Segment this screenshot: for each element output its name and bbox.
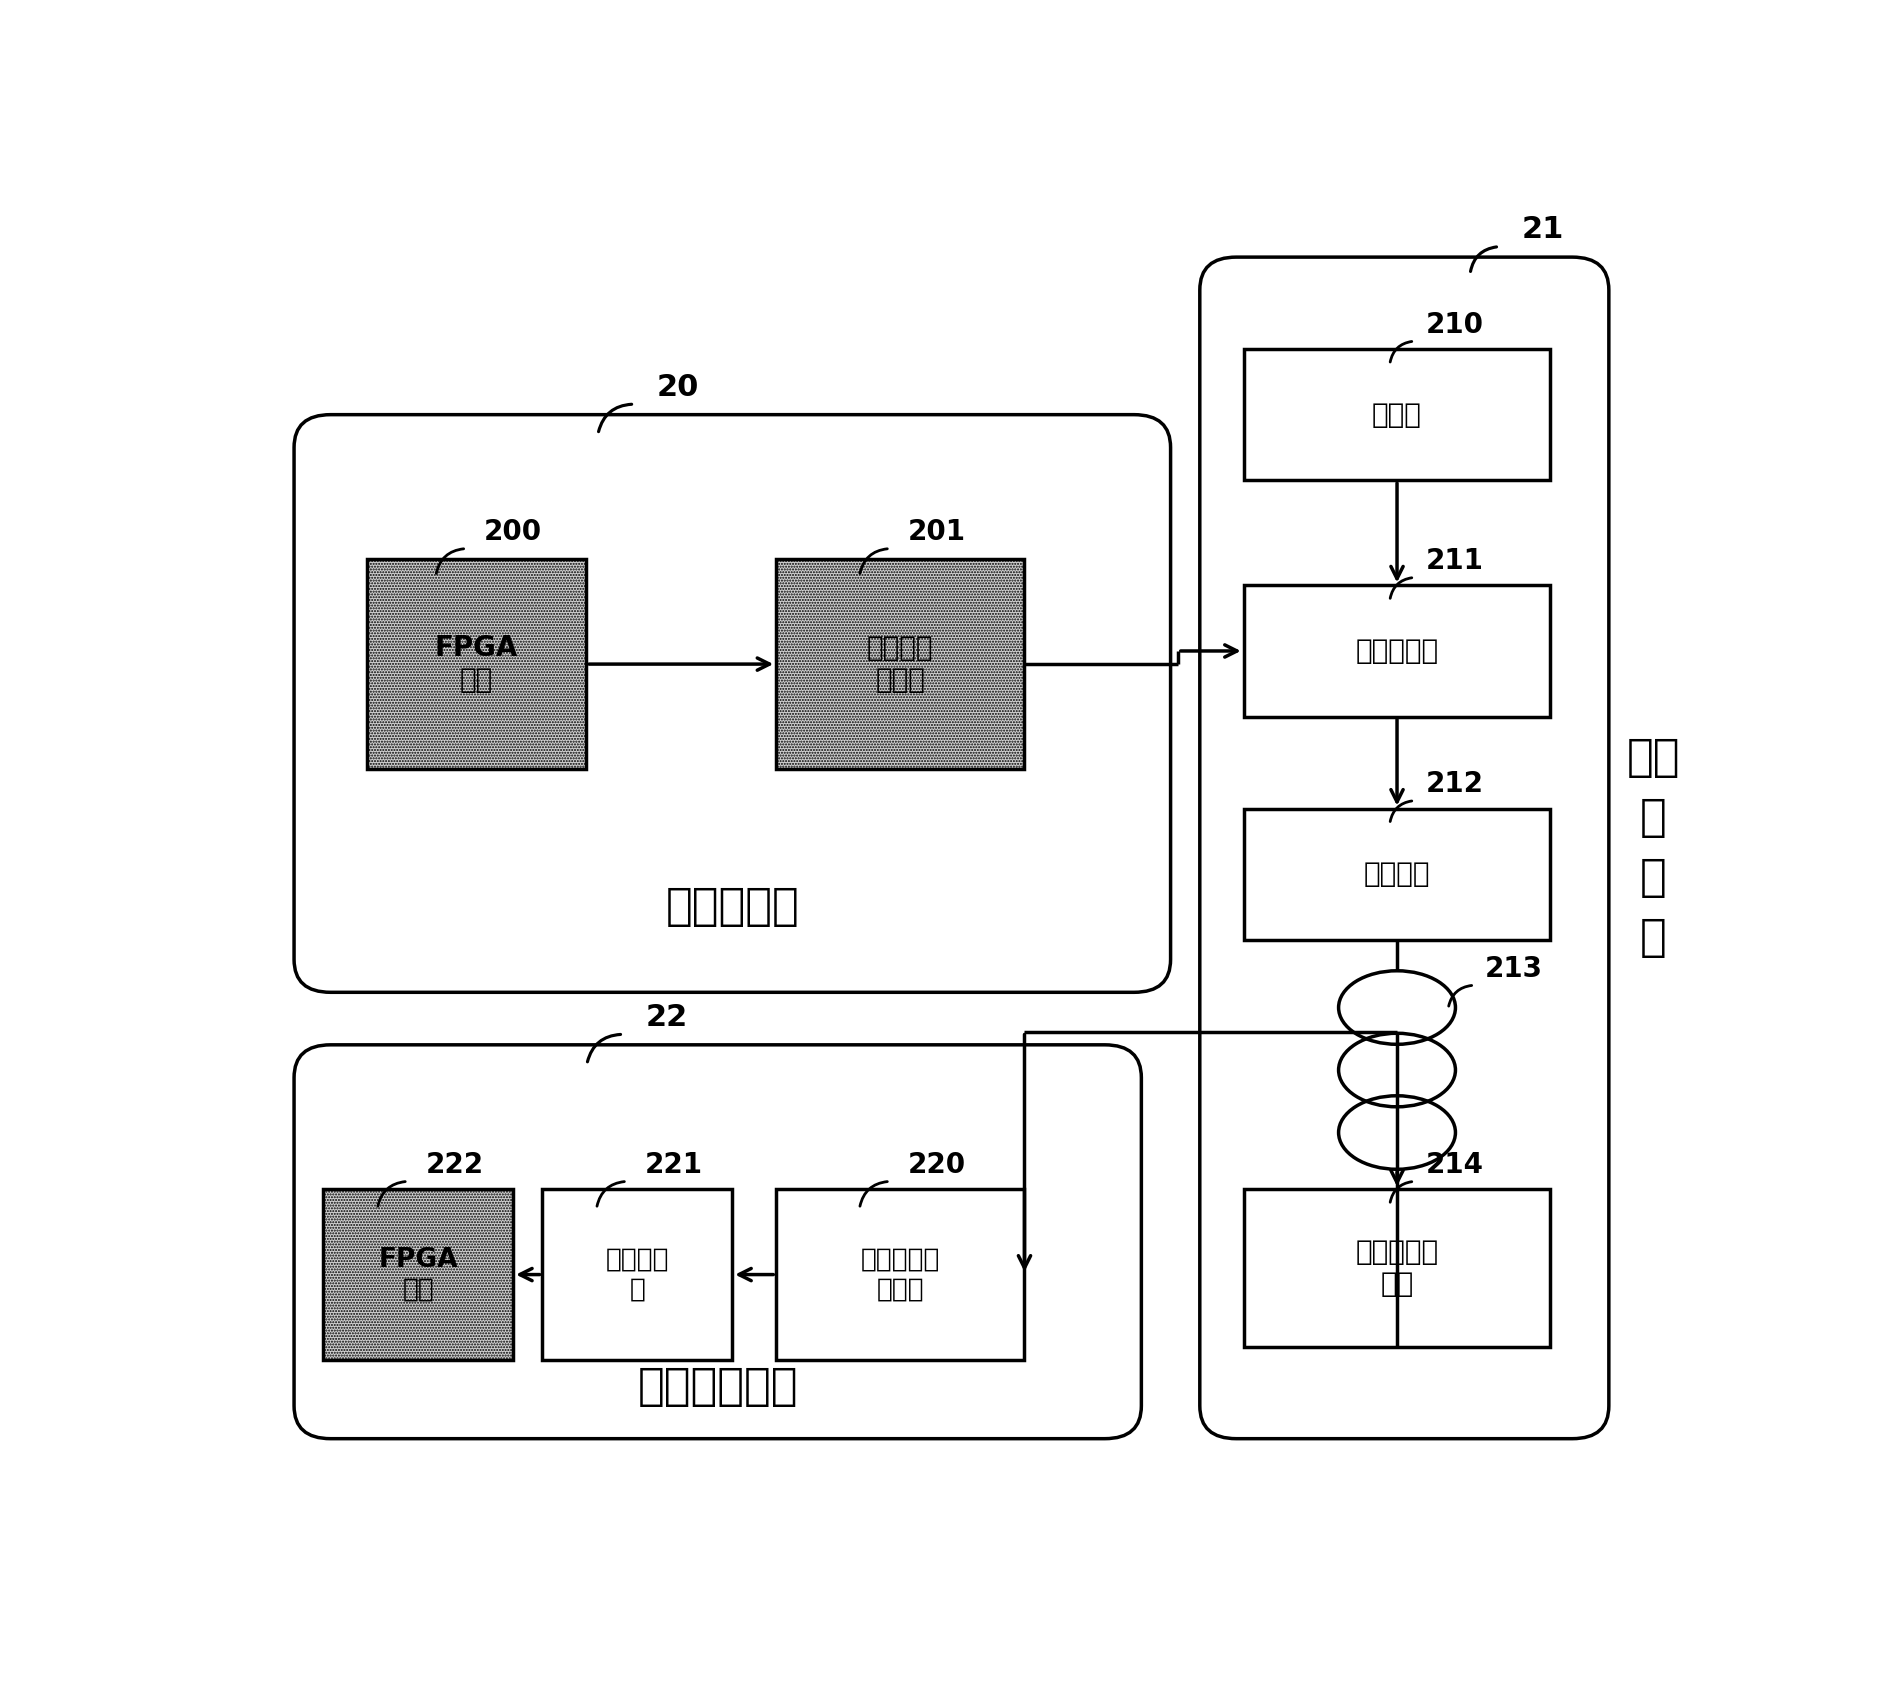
- Text: 光链
路
装
置: 光链 路 装 置: [1627, 737, 1680, 960]
- Bar: [777, 1190, 1025, 1361]
- Bar: [1244, 1190, 1549, 1347]
- Bar: [368, 559, 586, 769]
- Bar: [1244, 350, 1549, 481]
- Bar: [543, 1190, 731, 1361]
- Text: 214: 214: [1427, 1151, 1483, 1178]
- Text: 激光器: 激光器: [1372, 401, 1421, 428]
- Text: 211: 211: [1427, 547, 1483, 575]
- Text: 22: 22: [645, 1003, 688, 1032]
- FancyBboxPatch shape: [294, 414, 1171, 992]
- Text: FPGA
芯片: FPGA 芯片: [435, 634, 518, 694]
- Text: 电域的窄带
放大器: 电域的窄带 放大器: [861, 1246, 941, 1303]
- Text: 任意波形
发生器: 任意波形 发生器: [867, 634, 933, 694]
- Bar: [1244, 808, 1549, 939]
- Text: 光放大器: 光放大器: [1363, 859, 1431, 888]
- Text: 221: 221: [645, 1151, 703, 1178]
- Bar: [368, 559, 586, 769]
- Text: 200: 200: [484, 518, 543, 546]
- Text: 212: 212: [1427, 771, 1483, 798]
- Text: FPGA
芯片: FPGA 芯片: [379, 1246, 458, 1303]
- Bar: [777, 559, 1025, 769]
- FancyBboxPatch shape: [1201, 257, 1610, 1439]
- Text: 马洋调制器: 马洋调制器: [1355, 638, 1438, 665]
- Text: 213: 213: [1485, 955, 1542, 982]
- Text: 20: 20: [656, 372, 699, 401]
- Bar: [777, 559, 1025, 769]
- Text: 雪崩光电二
极管: 雪崩光电二 极管: [1355, 1238, 1438, 1298]
- Text: 220: 220: [909, 1151, 965, 1178]
- Bar: [324, 1190, 513, 1361]
- Text: 信号处理装置: 信号处理装置: [637, 1364, 797, 1408]
- FancyBboxPatch shape: [294, 1045, 1142, 1439]
- Text: 222: 222: [426, 1151, 484, 1178]
- Text: 201: 201: [909, 518, 965, 546]
- Text: 210: 210: [1427, 310, 1483, 339]
- Bar: [324, 1190, 513, 1361]
- Bar: [1244, 585, 1549, 716]
- Text: 时域抽样
器: 时域抽样 器: [605, 1246, 669, 1303]
- Text: 21: 21: [1521, 215, 1563, 244]
- Text: 信号源装置: 信号源装置: [665, 885, 799, 929]
